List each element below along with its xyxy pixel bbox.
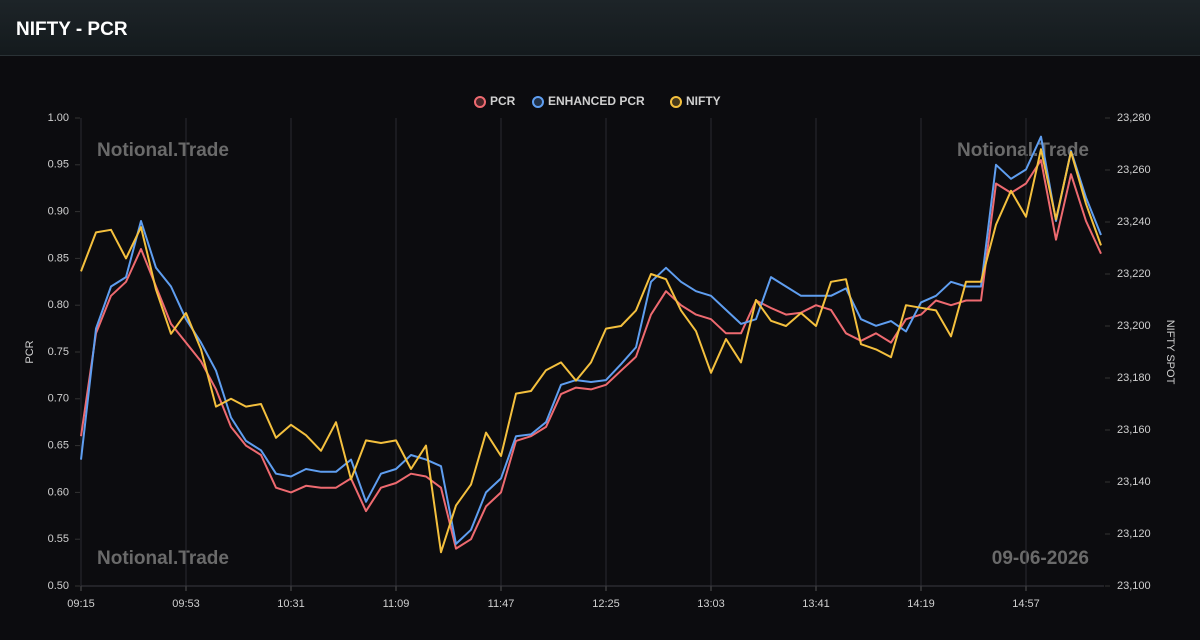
x-tick-label: 12:25 — [592, 598, 620, 610]
x-tick-label: 09:15 — [67, 598, 95, 610]
y2-tick-label: 23,240 — [1117, 216, 1151, 228]
y-tick-label: 0.55 — [48, 533, 69, 545]
series-line — [80, 135, 1102, 545]
y2-tick-label: 23,200 — [1117, 320, 1151, 332]
series-line — [80, 148, 1102, 554]
y-tick-label: 0.60 — [48, 486, 69, 498]
y-tick-label: 0.80 — [48, 299, 69, 311]
y-tick-label: 0.85 — [48, 252, 69, 264]
y2-tick-label: 23,120 — [1117, 528, 1151, 540]
y-tick-label: 0.90 — [48, 206, 69, 218]
x-tick-label: 11:09 — [383, 598, 410, 610]
y2-tick-label: 23,180 — [1117, 372, 1151, 384]
x-tick-label: 13:41 — [802, 598, 830, 610]
x-tick-label: 14:19 — [907, 598, 935, 610]
x-tick-label: 11:47 — [488, 598, 515, 610]
y2-tick-label: 23,140 — [1117, 476, 1151, 488]
x-tick-label: 10:31 — [277, 598, 305, 610]
legend-swatch — [532, 96, 544, 108]
y-tick-label: 0.50 — [48, 580, 69, 592]
y-tick-label: 1.00 — [48, 112, 69, 124]
page-title: NIFTY - PCR — [16, 19, 128, 40]
y-axis-label: PCR — [24, 340, 36, 363]
y-tick-label: 0.75 — [48, 346, 69, 358]
x-tick-label: 14:57 — [1012, 598, 1040, 610]
legend-swatch — [474, 96, 486, 108]
y-tick-label: 0.95 — [48, 159, 69, 171]
x-tick-label: 13:03 — [697, 598, 725, 610]
y2-tick-label: 23,220 — [1117, 268, 1151, 280]
y2-axis-label: NIFTY SPOT — [1164, 320, 1176, 385]
date-label: 09-06-2026 — [992, 548, 1089, 569]
x-tick-label: 09:53 — [172, 598, 200, 610]
y2-tick-label: 23,260 — [1117, 164, 1151, 176]
legend-swatch — [670, 96, 682, 108]
series-line — [80, 159, 1102, 550]
y2-tick-label: 23,160 — [1117, 424, 1151, 436]
y2-tick-label: 23,280 — [1117, 112, 1151, 124]
legend-label: NIFTY — [686, 94, 721, 108]
y2-tick-label: 23,100 — [1117, 580, 1151, 592]
header: NIFTY - PCR — [0, 0, 1200, 56]
watermark: Notional.Trade — [97, 140, 229, 161]
y-tick-label: 0.65 — [48, 440, 69, 452]
legend-label: ENHANCED PCR — [548, 94, 645, 108]
y-tick-label: 0.70 — [48, 393, 69, 405]
legend-label: PCR — [490, 94, 516, 108]
watermark: Notional.Trade — [957, 140, 1089, 161]
watermark: Notional.Trade — [97, 548, 229, 569]
